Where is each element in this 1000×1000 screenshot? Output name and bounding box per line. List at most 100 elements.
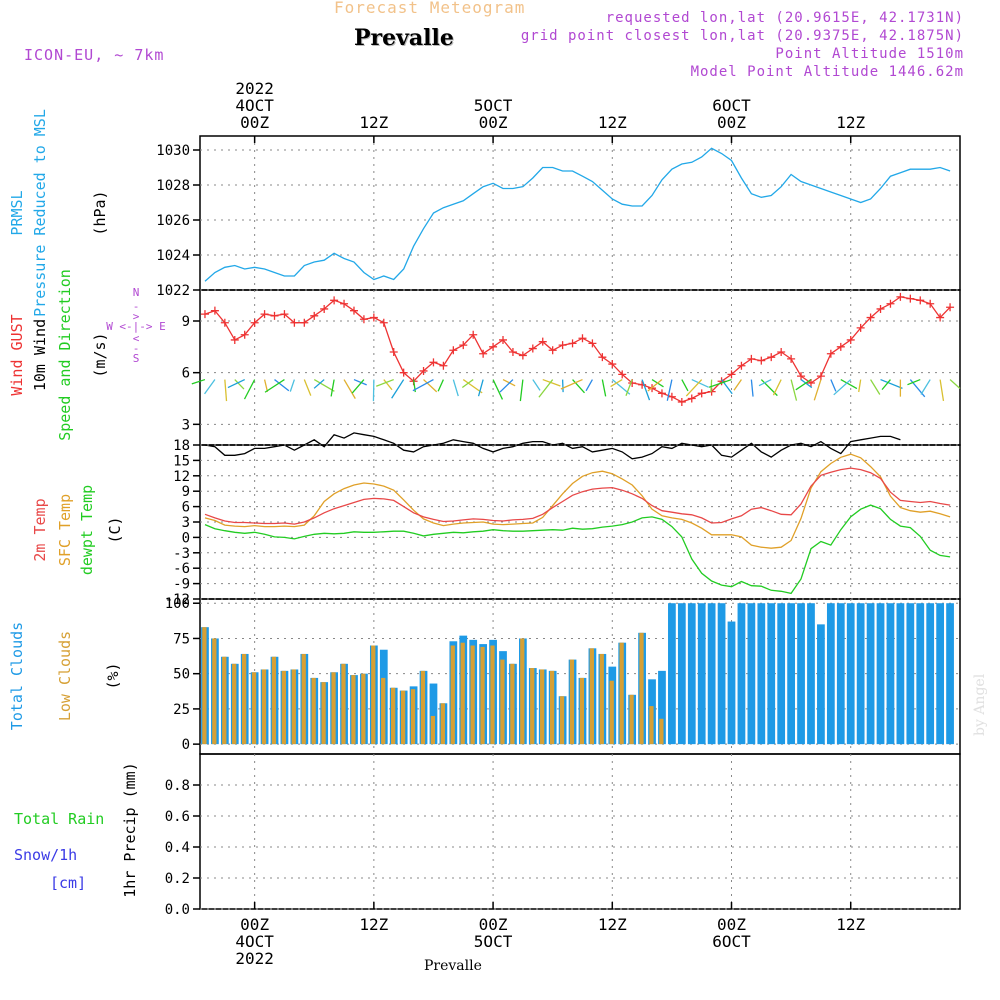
dewpt-line	[204, 504, 951, 595]
wind-arrow	[519, 379, 524, 402]
wind-arrow	[376, 378, 394, 387]
gust-marker	[936, 313, 945, 322]
gust-marker	[826, 349, 835, 358]
gust-marker	[449, 346, 458, 355]
sfc-temp-line	[204, 453, 951, 549]
y-tick-label: 0.2	[165, 871, 190, 887]
y-tick-label: 1024	[156, 248, 190, 264]
low-cloud-bar	[351, 675, 356, 745]
wind-arrow	[733, 379, 742, 391]
model-altitude: Model Point Altitude 1446.62m	[690, 64, 964, 80]
super-title: Forecast Meteogram	[334, 0, 526, 17]
x-label-top: 00Z	[240, 113, 269, 132]
low-cloud-bar	[420, 670, 426, 745]
wind-arrow	[224, 379, 228, 402]
low-cloud-bar	[470, 645, 475, 745]
gust-marker	[369, 313, 378, 322]
wind-arrow	[303, 379, 312, 396]
y-tick-label: 9	[182, 484, 190, 500]
low-cloud-bar	[331, 672, 336, 745]
gust-marker	[757, 356, 766, 365]
wind-arrow	[412, 378, 434, 392]
total-cloud-bar	[936, 603, 945, 745]
low-cloud-bar	[530, 668, 535, 745]
total-cloud-bar	[886, 603, 895, 745]
temp-panel-label: (C)	[106, 516, 124, 543]
low-cloud-bar	[341, 663, 346, 745]
gridpoint-coords: grid point closest lon,lat (20.9375E, 42…	[520, 28, 964, 44]
wind-arrow	[800, 379, 813, 389]
y-tick-label: 3	[182, 515, 190, 531]
gust-marker	[310, 311, 319, 320]
wind-arrow	[204, 379, 216, 395]
model-name: ICON-EU, ~ 7km	[24, 46, 165, 64]
low-cloud-bar	[232, 663, 237, 745]
pressure-panel-label: Pressure Reduced to MSL	[31, 109, 49, 317]
gust-marker	[548, 346, 557, 355]
x-label-bottom: 12Z	[836, 915, 865, 934]
gust-marker	[260, 310, 269, 319]
wind-arrow	[685, 379, 703, 397]
y-tick-label: 0.6	[165, 809, 190, 825]
low-cloud-bar	[450, 645, 455, 745]
total-cloud-bar	[777, 603, 786, 745]
low-cloud-bar	[639, 632, 644, 745]
y-tick-label: 50	[173, 667, 190, 683]
x-label-top: 00Z	[479, 113, 508, 132]
gust-marker	[230, 335, 239, 344]
low-cloud-bar	[311, 677, 316, 745]
total-cloud-bar	[866, 603, 875, 745]
wind-arrow	[477, 379, 484, 397]
wind-arrow	[758, 378, 772, 387]
wind-arrow	[772, 379, 782, 396]
gust-marker	[330, 296, 339, 305]
y-tick-label: 0.8	[165, 778, 190, 794]
total-cloud-bar	[737, 603, 746, 745]
gust-marker	[399, 368, 408, 377]
wind-arrow	[939, 379, 945, 402]
wind-arrow	[234, 379, 245, 390]
x-label-top: 12Z	[836, 113, 865, 132]
compass-we: W <-|-> E	[106, 320, 166, 333]
y-tick-label: -6	[173, 561, 190, 577]
wind-arrow	[641, 379, 651, 401]
x-label-bottom: 12Z	[598, 915, 627, 934]
low-cloud-bar	[440, 703, 445, 745]
x-label-top: 5OCT	[474, 96, 513, 115]
gust-marker	[479, 349, 488, 358]
total-cloud-bar	[876, 603, 885, 745]
low-cloud-bar	[629, 694, 634, 745]
y-tick-label: 1028	[156, 178, 190, 194]
gust-marker	[787, 354, 796, 363]
total-cloud-bar	[658, 670, 666, 745]
gust-marker	[677, 397, 686, 406]
gust-marker	[320, 304, 329, 313]
y-tick-label: 6	[182, 500, 190, 516]
wind-arrow	[274, 379, 290, 392]
wind-panel-label: 10m Wind	[31, 319, 49, 391]
y-tick-label: 15	[173, 453, 190, 469]
low-cloud-bar	[520, 638, 525, 745]
gust-marker	[876, 304, 885, 313]
wind-arrow	[610, 378, 623, 388]
low-cloud-bar	[241, 653, 247, 745]
x-label-top: 4OCT	[235, 96, 274, 115]
wind-arrow	[858, 379, 862, 393]
y-tick-label: -3	[173, 546, 190, 562]
total-cloud-bar	[926, 603, 935, 745]
wind-arrow	[710, 379, 713, 393]
wind-arrow	[437, 379, 444, 392]
compass-n: N	[133, 286, 140, 299]
gust-marker	[737, 361, 746, 370]
low-cloud-bar	[222, 656, 227, 745]
compass-glyph: >	[133, 310, 140, 323]
x-label-bottom: 5OCT	[474, 932, 513, 951]
wind-arrow	[191, 378, 206, 385]
location-title: Prevalle	[354, 25, 454, 51]
low-cloud-bar	[261, 669, 267, 745]
wind-arrow	[343, 379, 356, 399]
total-cloud-bar	[707, 603, 716, 745]
low-cloud-bar	[301, 653, 306, 745]
wind-arrow	[572, 379, 585, 394]
x-label-bottom: 00Z	[240, 915, 269, 934]
